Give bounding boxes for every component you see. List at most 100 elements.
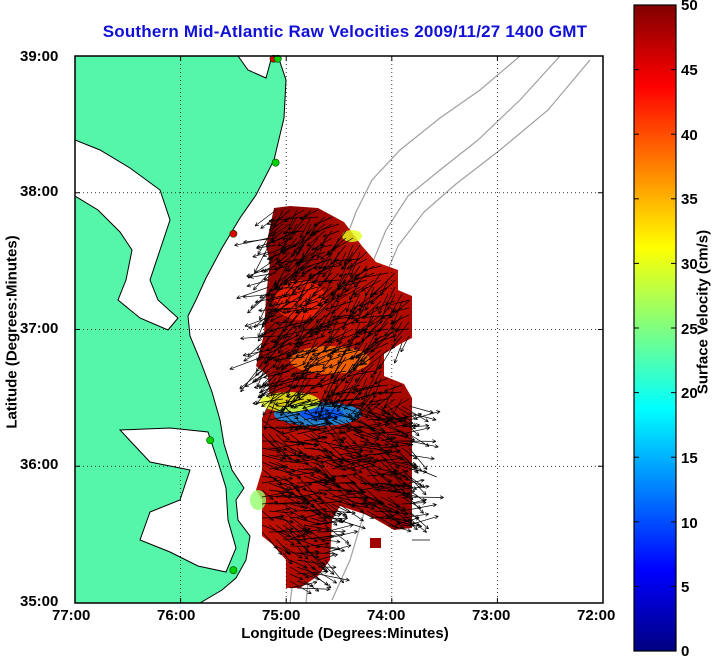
velocity-arrow: [280, 363, 298, 368]
velocity-arrow: [310, 541, 330, 547]
velocity-arrow: [338, 480, 355, 485]
velocity-arrow: [271, 223, 291, 237]
velocity-arrow: [293, 321, 312, 329]
velocity-arrow: [295, 349, 319, 358]
velocity-arrow: [295, 335, 305, 354]
velocity-arrow: [303, 405, 318, 422]
velocity-arrow: [363, 265, 382, 272]
velocity-arrow: [317, 565, 337, 570]
bathymetry-contour: [379, 59, 591, 289]
y-axis-title: Latitude (Degrees:Minutes): [3, 235, 21, 429]
velocity-arrow: [286, 391, 319, 399]
velocity-arrow: [310, 461, 325, 468]
velocity-arrow: [324, 524, 350, 544]
velocity-arrow: [329, 335, 347, 343]
velocity-arrow: [298, 314, 305, 329]
velocity-arrow: [299, 300, 319, 308]
axis-ticks: [74, 55, 604, 604]
velocity-arrow: [268, 454, 286, 460]
velocity-arrow: [329, 356, 354, 369]
velocity-arrow: [258, 307, 291, 313]
velocity-arrow: [289, 573, 304, 581]
velocity-cell: [370, 538, 381, 548]
colorbar-tick: 40: [681, 127, 698, 144]
velocity-arrow: [275, 442, 301, 449]
velocity-arrow: [289, 408, 309, 414]
velocity-arrow: [315, 244, 333, 251]
velocity-arrow: [318, 293, 347, 307]
velocity-arrow: [387, 524, 412, 533]
velocity-arrow: [240, 335, 277, 341]
velocity-arrow: [293, 230, 319, 253]
velocity-arrow: [252, 398, 284, 406]
velocity-arrow: [291, 384, 319, 390]
velocity-arrow: [296, 527, 311, 533]
y-tick-label: 37:00: [20, 320, 59, 337]
velocity-arrow: [297, 272, 319, 291]
velocity-arrow: [310, 384, 326, 390]
velocity-arrow: [278, 328, 291, 354]
velocity-arrow: [303, 489, 328, 496]
velocity-arrow: [345, 402, 381, 407]
velocity-arrow: [310, 420, 329, 428]
velocity-arrow: [268, 408, 286, 414]
velocity-arrow: [270, 335, 291, 343]
velocity-arrow: [401, 439, 437, 444]
velocity-arrow: [303, 466, 319, 471]
velocity-arrow: [275, 475, 307, 491]
velocity-arrow: [242, 293, 277, 299]
velocity-arrow: [366, 426, 381, 436]
velocity-arrow: [419, 469, 437, 478]
velocity-arrow: [408, 478, 425, 484]
velocity-patch: [342, 230, 362, 242]
velocity-arrow: [247, 293, 270, 314]
velocity-arrow: [310, 475, 337, 484]
velocity-arrow: [308, 272, 326, 278]
velocity-arrow: [373, 469, 398, 477]
velocity-arrow: [317, 415, 338, 421]
velocity-arrow: [274, 398, 305, 406]
velocity-arrow: [295, 258, 319, 265]
x-tick-label: 73:00: [472, 607, 511, 624]
velocity-arrow: [352, 362, 368, 367]
velocity-arrow: [331, 510, 356, 515]
y-tick-label: 38:00: [20, 183, 59, 200]
velocity-arrow: [368, 398, 389, 404]
radar-station-marker: [229, 566, 238, 575]
radar-station-marker: [273, 54, 282, 63]
velocity-arrow: [401, 461, 417, 466]
velocity-arrow: [373, 286, 389, 296]
velocity-arrow: [283, 279, 312, 286]
velocity-arrow: [331, 436, 347, 442]
velocity-arrow: [247, 342, 263, 358]
velocity-arrow: [345, 503, 375, 511]
velocity-arrow: [244, 370, 277, 388]
velocity-arrow: [322, 230, 340, 238]
velocity-arrow: [257, 328, 270, 342]
velocity-arrow: [352, 442, 375, 449]
colorbar-tick: 5: [681, 579, 690, 596]
velocity-arrow: [268, 538, 283, 556]
velocity-arrow: [282, 503, 298, 512]
velocity-arrow: [373, 449, 401, 456]
velocity-arrow: [248, 321, 270, 330]
velocity-arrow: [254, 209, 277, 227]
velocity-arrow: [268, 524, 295, 546]
velocity-arrow: [275, 545, 290, 554]
velocity-arrow: [275, 321, 291, 326]
velocity-vectors: [229, 209, 444, 594]
velocity-arrow: [268, 216, 305, 223]
velocity-arrow: [332, 314, 354, 319]
velocity-arrow: [380, 496, 406, 511]
velocity-arrow: [324, 513, 342, 519]
velocity-arrow: [408, 410, 441, 421]
velocity-arrow: [306, 230, 326, 247]
velocity-arrow: [317, 423, 350, 435]
velocity-arrow: [275, 527, 294, 533]
velocity-arrow: [377, 391, 403, 396]
velocity-arrow: [317, 457, 346, 463]
velocity-arrow: [345, 460, 377, 470]
velocity-arrow: [261, 476, 293, 484]
velocity-arrow: [408, 423, 430, 428]
